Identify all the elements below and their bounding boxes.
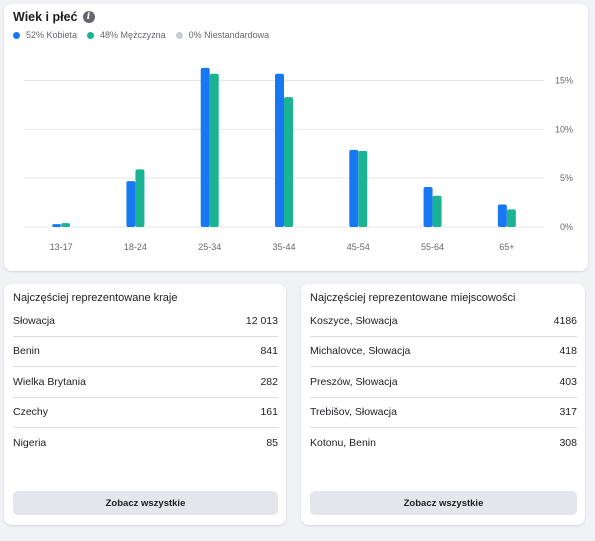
city-name: Preszów, Słowacja	[310, 375, 398, 388]
city-count: 418	[559, 345, 577, 358]
x-tick-label: 55-64	[421, 242, 444, 252]
x-tick-label: 18-24	[124, 242, 147, 252]
bar-male	[61, 223, 71, 227]
list-item: Słowacja 12 013	[13, 306, 278, 337]
city-name: Michalovce, Słowacja	[310, 345, 411, 358]
bar-male	[135, 169, 145, 227]
age-gender-title: Wiek i płeć	[13, 10, 78, 24]
country-count: 85	[266, 437, 278, 450]
top-countries-list: Słowacja 12 013 Benin 841 Wielka Brytania 2…	[13, 306, 278, 459]
y-tick-label: 5%	[560, 173, 573, 183]
country-count: 12 013	[245, 314, 278, 327]
bar-female	[200, 67, 210, 227]
legend-label-female: 52% Kobieta	[26, 30, 78, 40]
list-item: Preszów, Słowacja 403	[310, 367, 577, 398]
legend-item-female: 52% Kobieta	[13, 30, 77, 40]
city-name: Koszyce, Słowacja	[310, 314, 398, 327]
y-tick-label: 0%	[560, 222, 573, 232]
country-name: Nigeria	[13, 437, 47, 450]
age-gender-card: Wiek i płeć i 52% Kobieta 48% Mężczyzna …	[4, 4, 588, 271]
city-count: 317	[559, 406, 577, 419]
country-count: 161	[260, 406, 278, 419]
city-name: Trebišov, Słowacja	[310, 406, 397, 419]
age-gender-chart: 0% 5% 10% 15% 13-17 18-24 25-34 35-44 45-54 55-64…	[24, 67, 573, 252]
bar-male	[506, 209, 516, 227]
age-gender-header: Wiek i płeć i	[13, 10, 95, 24]
country-name: Czechy	[13, 406, 49, 419]
list-item: Koszyce, Słowacja 4186	[310, 306, 577, 337]
bar-female	[497, 204, 507, 227]
legend-dot-male	[87, 31, 95, 39]
list-item: Benin 841	[13, 337, 278, 367]
top-cities-list: Koszyce, Słowacja 4186 Michalovce, Słowac…	[310, 306, 577, 459]
legend-label-male: 48% Mężczyzna	[100, 30, 166, 40]
top-cities-title: Najczęściej reprezentowane miejscowości	[310, 292, 516, 304]
list-item: Nigeria 85	[13, 428, 278, 459]
legend-dot-female	[13, 31, 20, 39]
see-all-countries-button[interactable]: Zobacz wszystkie	[13, 491, 278, 515]
city-name: Kotonu, Benin	[310, 437, 376, 450]
bar-female	[423, 186, 433, 227]
x-tick-label: 45-54	[347, 242, 370, 252]
legend-item-male: 48% Mężczyzna	[87, 30, 166, 40]
info-icon[interactable]: i	[82, 11, 95, 23]
list-item: Czechy 161	[13, 398, 278, 428]
list-item: Kotonu, Benin 308	[310, 428, 577, 459]
see-all-cities-button[interactable]: Zobacz wszystkie	[310, 491, 577, 515]
y-tick-label: 15%	[555, 76, 573, 86]
country-count: 841	[260, 345, 278, 358]
bar-female	[52, 224, 62, 227]
legend-label-nonstandard: 0% Niestandardowa	[188, 30, 270, 40]
city-count: 403	[559, 375, 577, 388]
x-tick-label: 65+	[499, 242, 514, 252]
city-count: 4186	[553, 314, 577, 327]
top-countries-card: Najczęściej reprezentowane kraje Słowacj…	[4, 284, 286, 525]
bar-male	[284, 97, 293, 227]
legend-dot-nonstandard	[175, 31, 183, 39]
country-name: Wielka Brytania	[13, 375, 86, 388]
bar-female	[126, 181, 136, 227]
legend-item-nonstandard: 0% Niestandardowa	[175, 30, 270, 40]
top-countries-title: Najczęściej reprezentowane kraje	[13, 292, 178, 304]
bar-female	[349, 149, 359, 227]
x-tick-label: 35-44	[272, 242, 295, 252]
x-tick-label: 25-34	[198, 242, 221, 252]
bar-female	[275, 73, 284, 227]
country-name: Słowacja	[13, 314, 56, 327]
list-item: Trebišov, Słowacja 317	[310, 398, 577, 428]
y-tick-label: 10%	[555, 124, 573, 134]
x-tick-label: 13-17	[50, 242, 73, 252]
bar-male	[432, 195, 442, 227]
list-item: Wielka Brytania 282	[13, 367, 278, 398]
chart-legend: 52% Kobieta 48% Mężczyzna 0% Niestandard…	[13, 30, 269, 40]
city-count: 308	[559, 437, 577, 450]
country-count: 282	[260, 375, 278, 388]
top-cities-card: Najczęściej reprezentowane miejscowości …	[301, 284, 585, 525]
country-name: Benin	[13, 345, 40, 358]
bar-male	[358, 150, 368, 227]
bar-male	[209, 73, 219, 227]
list-item: Michalovce, Słowacja 418	[310, 337, 577, 367]
